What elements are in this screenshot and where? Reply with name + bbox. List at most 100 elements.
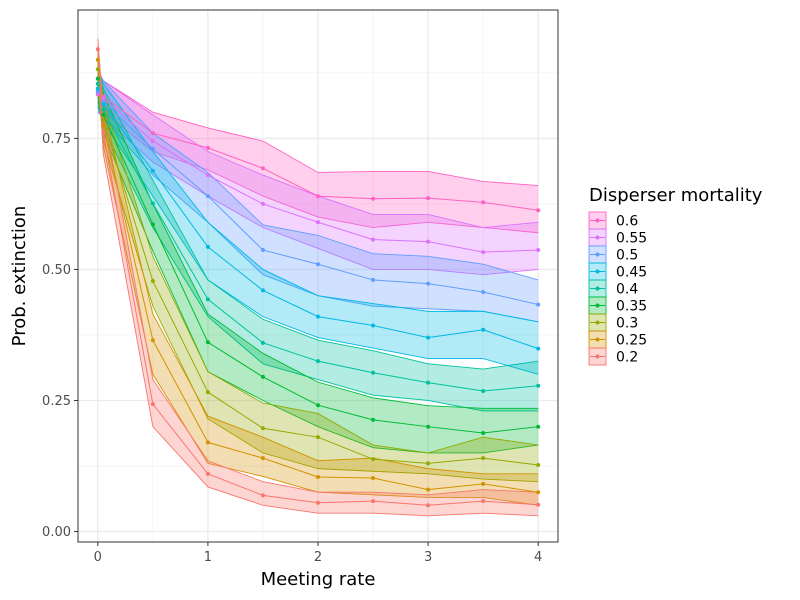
ribbon-0-55	[97, 70, 539, 275]
ribbon-upper-0-2	[97, 38, 539, 496]
line-0-3	[97, 69, 539, 466]
point-0-3	[260, 426, 265, 431]
point-0-3	[426, 461, 431, 466]
point-0-45	[150, 168, 155, 173]
legend-key-point	[595, 320, 600, 325]
point-0-6	[316, 194, 320, 199]
ribbon-upper-0-6	[97, 75, 539, 187]
point-0-3	[481, 456, 486, 461]
ribbon-lower-0-35	[97, 96, 539, 454]
point-0-2	[536, 502, 541, 507]
point-0-55	[536, 248, 541, 253]
point-0-6	[260, 166, 265, 171]
ribbon-lower-0-55	[97, 111, 539, 276]
point-0-25	[536, 490, 541, 495]
point-0-3	[150, 278, 155, 283]
point-0-2	[150, 402, 155, 407]
point-0-35	[205, 340, 210, 345]
point-0-4	[150, 201, 155, 206]
point-0-55	[101, 96, 106, 101]
point-0-5	[205, 194, 210, 199]
point-0-55	[260, 201, 265, 206]
legend-item-0-25: 0.25	[588, 330, 647, 349]
legend-item-0-2: 0.2	[588, 347, 638, 366]
point-0-2	[316, 500, 320, 505]
legend-label-0-6: 0.6	[616, 214, 638, 230]
point-0-45	[481, 327, 486, 332]
point-0-2	[260, 493, 265, 498]
point-0-25	[260, 456, 265, 461]
point-0-4	[101, 107, 106, 112]
point-0-35	[371, 417, 376, 422]
legend-key-point	[595, 354, 600, 359]
ribbon-upper-0-55	[97, 70, 539, 228]
ribbon-0-6	[97, 75, 539, 233]
line-0-4	[97, 83, 539, 392]
point-0-55	[481, 250, 486, 255]
legend-item-0-5: 0.5	[588, 245, 638, 264]
point-0-5	[371, 277, 376, 282]
ribbon-0-35	[97, 62, 539, 453]
point-0-55	[371, 237, 376, 242]
point-0-4	[205, 297, 210, 302]
line-0-35	[97, 78, 539, 434]
point-0-3	[101, 118, 106, 123]
point-0-6	[481, 200, 486, 205]
y-tick-label: 0.50	[42, 263, 71, 278]
y-tick-label: 0.00	[42, 525, 71, 540]
legend-item-0-55: 0.55	[588, 228, 647, 247]
point-0-35	[536, 424, 541, 429]
point-0-35	[150, 222, 155, 227]
confidence-ribbons	[97, 38, 539, 517]
point-0-5	[536, 302, 541, 307]
point-0-6	[536, 208, 541, 213]
point-0-35	[426, 424, 431, 429]
ribbon-lower-0-6	[97, 111, 539, 234]
point-0-25	[316, 475, 320, 480]
point-0-55	[426, 239, 431, 244]
ribbon-lower-0-2	[97, 65, 539, 517]
ribbon-0-45	[97, 70, 539, 375]
point-0-45	[260, 288, 265, 293]
ribbon-upper-0-45	[97, 70, 539, 323]
point-0-25	[101, 123, 106, 128]
point-0-5	[426, 281, 431, 286]
series-lines	[97, 49, 539, 506]
x-tick-label: 4	[534, 550, 542, 565]
legend-title: Disperser mortality	[589, 185, 763, 206]
legend-key-point	[595, 337, 600, 342]
x-axis-title: Meeting rate	[261, 569, 376, 590]
point-0-45	[426, 335, 431, 340]
point-0-25	[205, 440, 210, 445]
point-0-45	[536, 346, 541, 351]
line-0-2	[97, 49, 539, 506]
y-tick-label: 0.25	[42, 394, 71, 409]
point-0-3	[536, 462, 541, 467]
ribbon-lower-0-25	[97, 75, 539, 506]
point-0-55	[205, 173, 210, 178]
x-tick-label: 3	[424, 550, 432, 565]
legend-label-0-35: 0.35	[616, 299, 647, 315]
legend: Disperser mortality 0.60.550.50.450.40.3…	[588, 185, 763, 366]
legend-item-0-3: 0.3	[588, 313, 638, 332]
point-0-2	[371, 499, 376, 504]
ribbon-lower-0-45	[97, 106, 539, 375]
legend-label-0-2: 0.2	[616, 350, 638, 366]
y-axis-ticks: 0.00 0.25 0.50 0.75	[42, 132, 78, 540]
x-axis-ticks: 0 1 2 3 4	[94, 542, 542, 565]
x-tick-label: 2	[314, 550, 322, 565]
legend-label-0-3: 0.3	[616, 316, 638, 332]
point-0-6	[426, 196, 431, 201]
point-0-3	[95, 67, 100, 72]
legend-key-point	[595, 218, 600, 223]
line-0-5	[97, 91, 539, 306]
legend-item-0-35: 0.35	[588, 296, 647, 315]
legend-key-point	[595, 269, 600, 274]
point-0-3	[371, 457, 376, 462]
legend-label-0-25: 0.25	[616, 333, 647, 349]
point-0-45	[95, 86, 100, 91]
point-0-3	[316, 435, 320, 440]
legend-item-0-45: 0.45	[588, 262, 647, 281]
point-0-25	[481, 481, 486, 486]
point-0-45	[316, 314, 320, 319]
